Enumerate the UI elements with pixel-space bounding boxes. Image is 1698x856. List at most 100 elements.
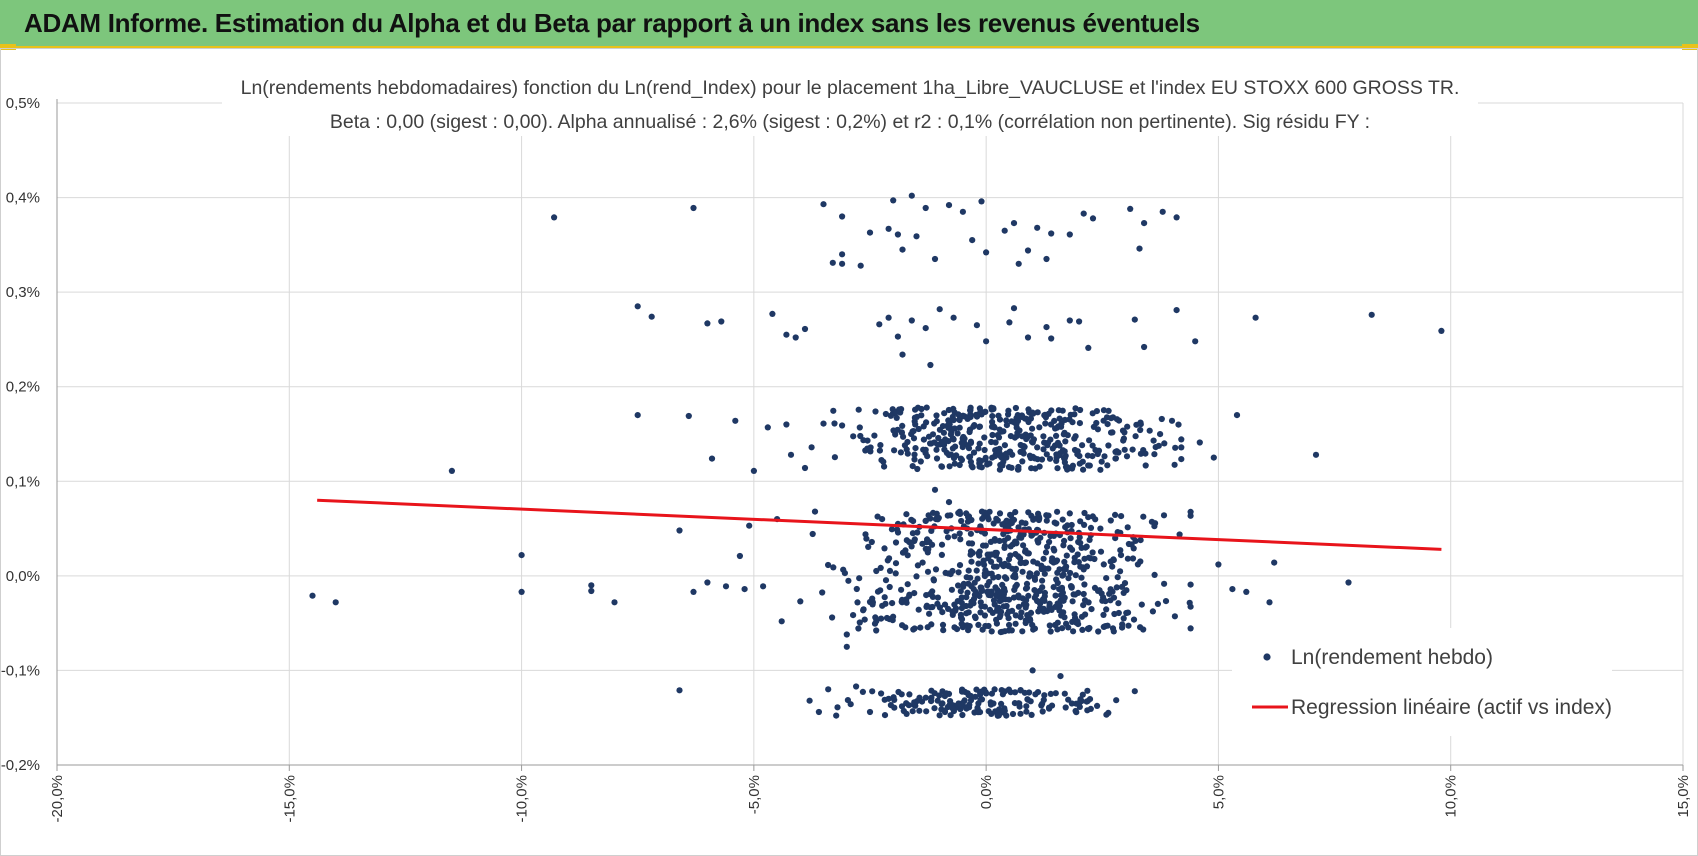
data-point	[948, 586, 956, 593]
data-point	[1054, 508, 1061, 515]
data-point	[965, 580, 972, 587]
data-point	[920, 423, 927, 430]
data-point	[831, 454, 839, 461]
data-point	[1056, 415, 1063, 422]
data-point	[1039, 708, 1046, 715]
data-point	[975, 560, 982, 567]
data-point	[736, 552, 744, 560]
data-point	[1109, 429, 1116, 436]
data-point	[914, 465, 921, 473]
data-point	[1031, 587, 1038, 594]
data-point	[922, 204, 929, 212]
y-tick-label: 0,1%	[6, 473, 40, 490]
data-point	[676, 687, 683, 694]
data-point	[1079, 442, 1086, 449]
data-point	[722, 583, 730, 590]
data-point	[941, 446, 948, 453]
data-point	[1043, 517, 1050, 524]
data-point	[1065, 575, 1072, 582]
data-point	[957, 536, 964, 543]
data-point	[1083, 698, 1090, 705]
data-point	[1075, 589, 1082, 597]
data-point	[1020, 531, 1027, 538]
data-point	[998, 700, 1005, 708]
data-point	[976, 440, 983, 447]
data-point	[888, 526, 896, 533]
data-point	[1084, 687, 1091, 694]
data-point	[1229, 586, 1236, 593]
data-point	[1161, 440, 1168, 447]
data-point	[899, 622, 906, 629]
data-point	[648, 313, 655, 320]
data-point	[1233, 412, 1241, 419]
data-point	[1084, 625, 1092, 632]
data-point	[967, 551, 974, 558]
data-point	[873, 567, 880, 575]
data-point	[912, 421, 919, 428]
data-point	[1048, 230, 1055, 237]
data-point	[891, 696, 898, 704]
data-point	[886, 567, 894, 575]
data-point	[903, 511, 910, 518]
data-point	[938, 551, 946, 559]
data-point	[1001, 542, 1009, 549]
data-point	[930, 577, 938, 584]
data-point	[634, 412, 641, 419]
data-point	[897, 449, 905, 456]
data-point	[1062, 438, 1069, 445]
data-point	[1012, 612, 1019, 619]
data-point	[950, 436, 957, 443]
data-point	[968, 540, 976, 547]
data-point	[881, 712, 889, 719]
data-point	[878, 690, 885, 697]
data-point	[1027, 432, 1034, 439]
data-point	[1039, 596, 1047, 603]
data-point	[1022, 520, 1029, 527]
data-point	[1059, 407, 1066, 414]
data-point	[1061, 454, 1068, 462]
data-point	[1129, 555, 1137, 562]
data-point	[1106, 590, 1113, 598]
data-point	[925, 433, 933, 440]
data-point	[966, 454, 973, 461]
data-point	[1062, 566, 1069, 573]
data-point	[959, 208, 967, 215]
chart-title-line-2: Beta : 0,00 (sigest : 0,00). Alpha annua…	[330, 111, 1370, 133]
data-point	[925, 546, 932, 553]
data-point	[923, 708, 930, 715]
data-point	[983, 338, 990, 345]
data-point	[1112, 511, 1119, 518]
data-point	[1150, 437, 1157, 444]
data-point	[940, 429, 948, 436]
data-point	[1125, 540, 1132, 548]
data-point	[1033, 591, 1040, 598]
data-point	[1001, 560, 1009, 568]
data-point	[956, 416, 963, 424]
data-point	[1121, 429, 1128, 436]
data-point	[690, 588, 697, 596]
data-point	[750, 467, 758, 474]
data-point	[946, 463, 953, 470]
data-point	[906, 592, 913, 600]
data-point	[902, 547, 909, 554]
data-point	[933, 412, 940, 419]
data-point	[917, 458, 924, 465]
data-point	[869, 601, 876, 608]
data-point	[1052, 592, 1059, 599]
data-point	[1069, 598, 1076, 605]
data-point	[982, 454, 989, 461]
data-point	[885, 225, 892, 232]
data-point	[972, 693, 979, 700]
data-point	[1252, 314, 1259, 321]
data-point	[986, 508, 993, 515]
data-point	[850, 612, 857, 619]
data-point	[1022, 547, 1029, 554]
data-point	[1173, 307, 1180, 314]
data-point	[990, 405, 997, 412]
data-point	[1029, 667, 1036, 674]
data-point	[981, 434, 988, 441]
data-point	[1078, 613, 1086, 620]
data-point	[685, 412, 692, 420]
data-point	[965, 567, 972, 574]
data-point	[1168, 417, 1176, 424]
